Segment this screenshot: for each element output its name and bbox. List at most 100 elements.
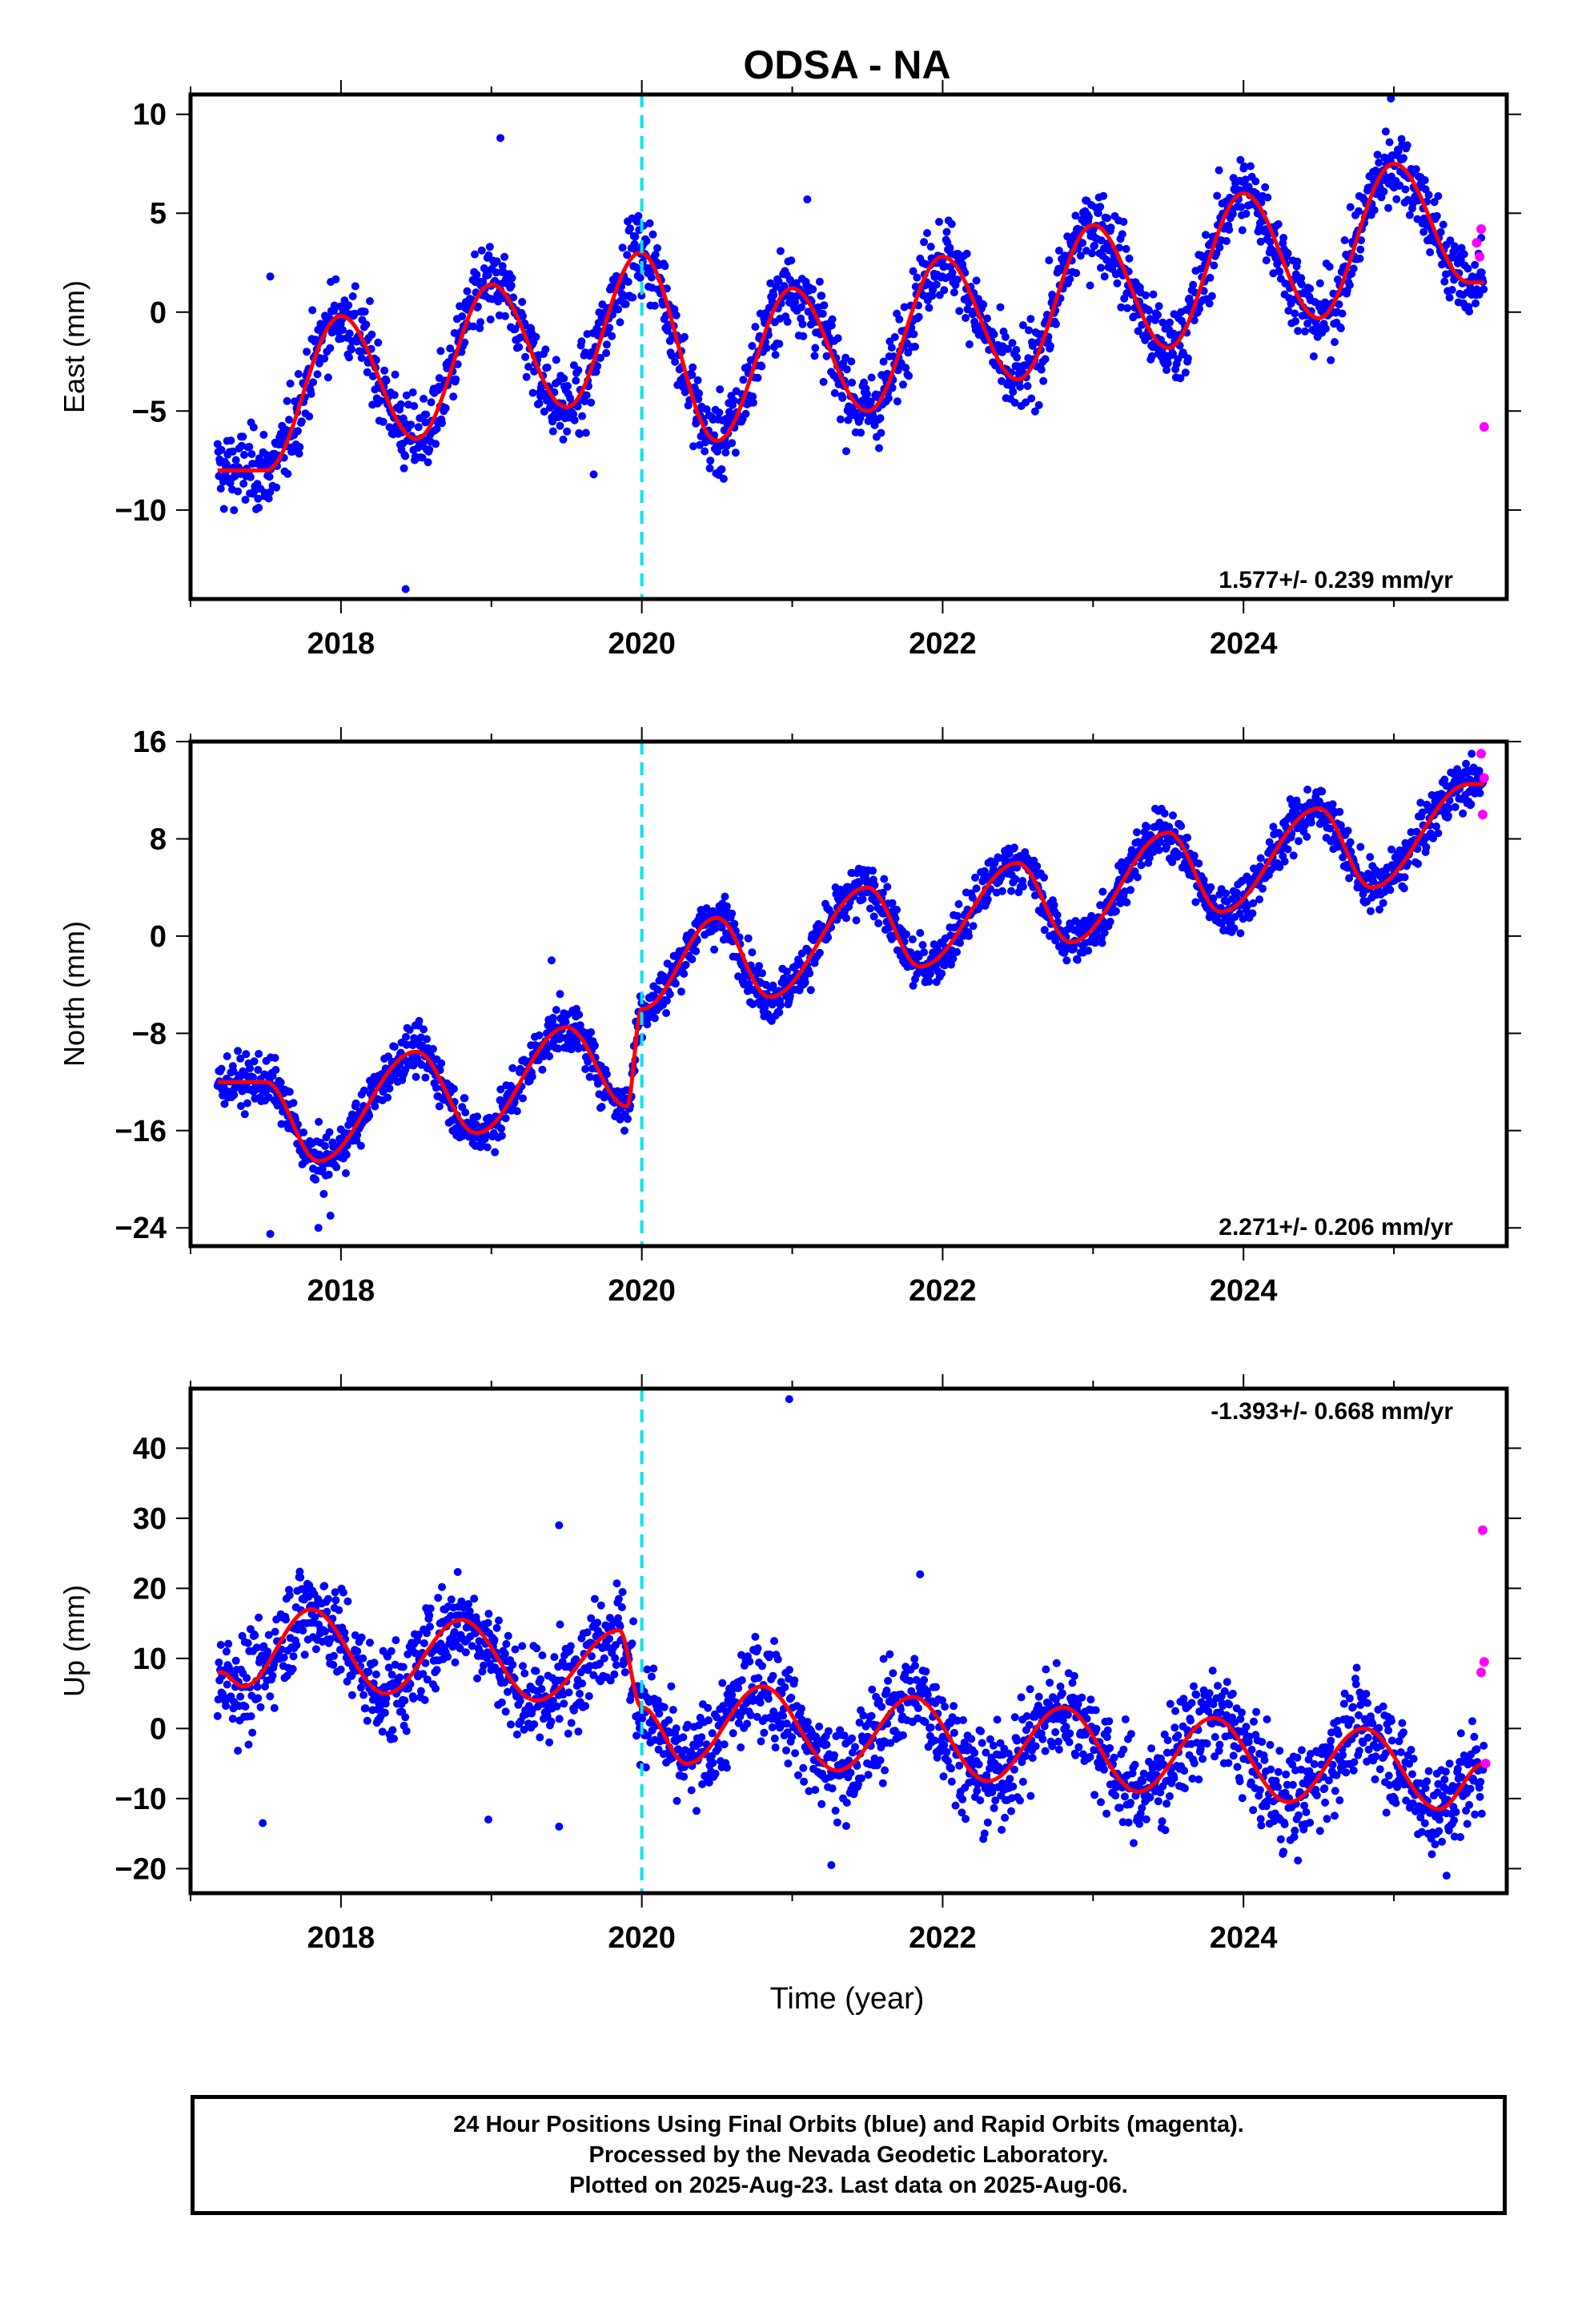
data-point <box>749 398 757 407</box>
data-point <box>1169 811 1177 820</box>
data-point <box>809 285 817 294</box>
data-point <box>1460 250 1468 259</box>
data-point <box>1291 317 1300 326</box>
data-point <box>1274 220 1283 228</box>
data-point <box>716 385 725 394</box>
data-point <box>253 1683 262 1691</box>
data-point <box>909 981 917 990</box>
data-point <box>769 981 777 990</box>
data-point <box>1134 327 1142 336</box>
data-point <box>576 429 584 438</box>
data-point <box>1090 939 1099 947</box>
data-point <box>229 1067 238 1076</box>
data-point <box>1445 293 1454 302</box>
data-point <box>709 1759 717 1767</box>
data-point <box>728 909 737 918</box>
data-point <box>1434 829 1443 838</box>
data-point <box>596 1601 605 1610</box>
data-point <box>1295 837 1303 846</box>
data-point <box>345 353 353 362</box>
data-point <box>1446 236 1455 245</box>
data-point <box>848 378 857 387</box>
data-point <box>286 380 295 388</box>
data-point <box>842 914 850 923</box>
data-point <box>410 402 419 410</box>
data-point <box>819 377 828 386</box>
data-point <box>402 1032 410 1041</box>
data-point <box>567 1719 576 1727</box>
data-point <box>1223 237 1231 245</box>
data-point <box>1399 154 1407 163</box>
data-point <box>827 321 836 330</box>
data-point <box>1026 315 1035 324</box>
data-point <box>552 1006 560 1015</box>
data-point <box>901 364 910 372</box>
data-point <box>668 352 677 360</box>
final-orbit-points <box>213 750 1488 1198</box>
data-point <box>884 394 893 403</box>
data-point <box>805 969 814 978</box>
data-point <box>303 348 311 356</box>
data-point <box>858 895 867 903</box>
data-point <box>228 447 237 456</box>
data-point <box>1023 382 1032 390</box>
data-point <box>268 1671 277 1680</box>
data-point <box>1457 243 1466 252</box>
data-point <box>602 348 611 357</box>
data-point <box>1205 300 1214 308</box>
data-point <box>1195 304 1204 313</box>
data-point <box>701 447 709 456</box>
data-point <box>836 885 845 894</box>
data-point <box>402 1727 411 1735</box>
data-point <box>628 1639 636 1648</box>
data-point <box>947 219 956 228</box>
data-point <box>954 900 963 908</box>
data-point <box>578 1679 587 1688</box>
data-point <box>895 315 904 324</box>
data-point <box>520 1669 529 1678</box>
data-point <box>272 483 281 492</box>
data-point <box>330 1651 338 1660</box>
data-point <box>628 293 637 302</box>
data-point <box>587 1028 596 1036</box>
data-point <box>753 373 762 382</box>
data-point <box>1169 349 1177 358</box>
data-point <box>1206 273 1215 282</box>
data-point <box>320 1582 329 1590</box>
data-point <box>1395 181 1404 190</box>
data-point <box>838 393 847 402</box>
data-point <box>648 230 657 239</box>
data-point <box>1076 251 1085 260</box>
data-point <box>1263 193 1272 202</box>
data-point <box>408 388 417 396</box>
data-point <box>801 978 809 987</box>
data-point <box>376 396 385 405</box>
data-point <box>1303 786 1312 794</box>
data-point <box>361 1704 370 1713</box>
data-point <box>296 1573 305 1582</box>
data-point <box>289 1099 298 1108</box>
x-tick-label: 2022 <box>909 1274 977 1308</box>
data-point <box>718 1679 727 1687</box>
data-point <box>243 1674 251 1683</box>
data-point <box>719 474 728 483</box>
data-point <box>721 448 730 457</box>
data-point <box>1225 225 1234 234</box>
data-point <box>749 392 757 401</box>
data-point <box>479 277 488 286</box>
data-point <box>1013 353 1022 362</box>
data-point <box>710 945 719 954</box>
data-point <box>702 904 711 913</box>
data-point <box>900 303 909 312</box>
data-point <box>213 1711 222 1720</box>
data-point <box>1459 809 1468 818</box>
data-point <box>1400 873 1409 882</box>
data-point <box>357 1633 366 1642</box>
rapid-orbit-point <box>1475 251 1485 262</box>
y-tick-label: −10 <box>115 1783 167 1816</box>
data-point <box>962 314 970 322</box>
data-point <box>841 353 850 362</box>
data-point <box>971 873 979 882</box>
data-point <box>249 423 258 432</box>
data-point <box>339 326 347 335</box>
